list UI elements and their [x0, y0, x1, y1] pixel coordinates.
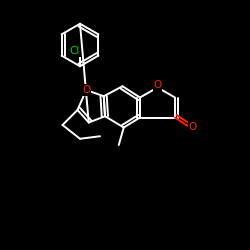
Text: O: O	[188, 122, 196, 132]
Text: Cl: Cl	[70, 46, 80, 56]
Text: O: O	[154, 80, 162, 90]
Text: O: O	[82, 85, 90, 95]
